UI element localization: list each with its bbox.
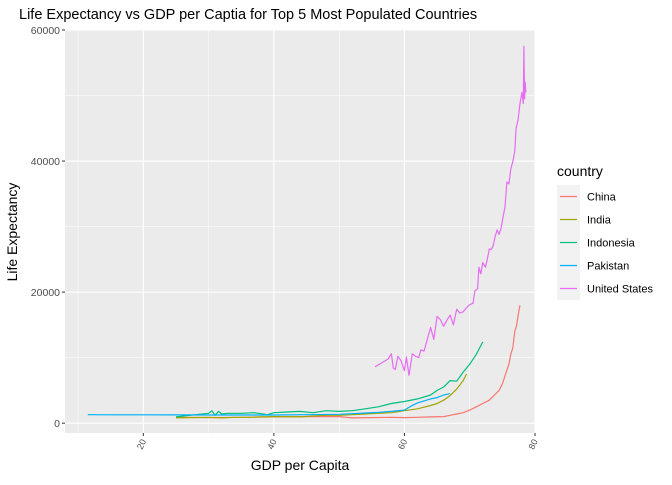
y-axis: 0 20000 40000 60000: [31, 25, 65, 430]
legend-label-china: China: [587, 192, 617, 204]
series-line-pakistan: [87, 393, 451, 416]
y-tick-label: 0: [54, 418, 60, 430]
y-tick-label: 40000: [31, 156, 60, 168]
series-layer: [87, 45, 527, 419]
legend-label-indonesia: Indonesia: [587, 238, 636, 250]
x-axis-label: GDP per Capita: [251, 457, 350, 473]
y-tick-label: 20000: [31, 287, 60, 299]
legend: country China India Indonesia Pakistan Unite…: [557, 163, 654, 300]
grid-major: [65, 29, 536, 433]
legend-label-india: India: [587, 215, 612, 227]
y-axis-label: Life Expectancy: [4, 183, 20, 282]
series-line-china: [179, 305, 521, 419]
x-tick-label: 20: [135, 438, 148, 451]
legend-label-pakistan: Pakistan: [587, 261, 629, 273]
legend-title: country: [557, 163, 603, 179]
legend-label-united-states: United States: [587, 284, 654, 296]
x-tick-label: 80: [527, 438, 540, 451]
x-tick-label: 60: [396, 438, 409, 451]
chart-title: Life Expectancy vs GDP per Captia for To…: [19, 7, 477, 23]
series-line-india: [175, 373, 468, 419]
x-tick-label: 40: [265, 438, 278, 451]
series-line-indonesia: [175, 341, 484, 418]
series-line-united-states: [374, 45, 527, 376]
x-axis: 20 40 60 80: [135, 433, 540, 451]
plot-panel: [65, 30, 535, 433]
y-tick-label: 60000: [31, 25, 60, 37]
